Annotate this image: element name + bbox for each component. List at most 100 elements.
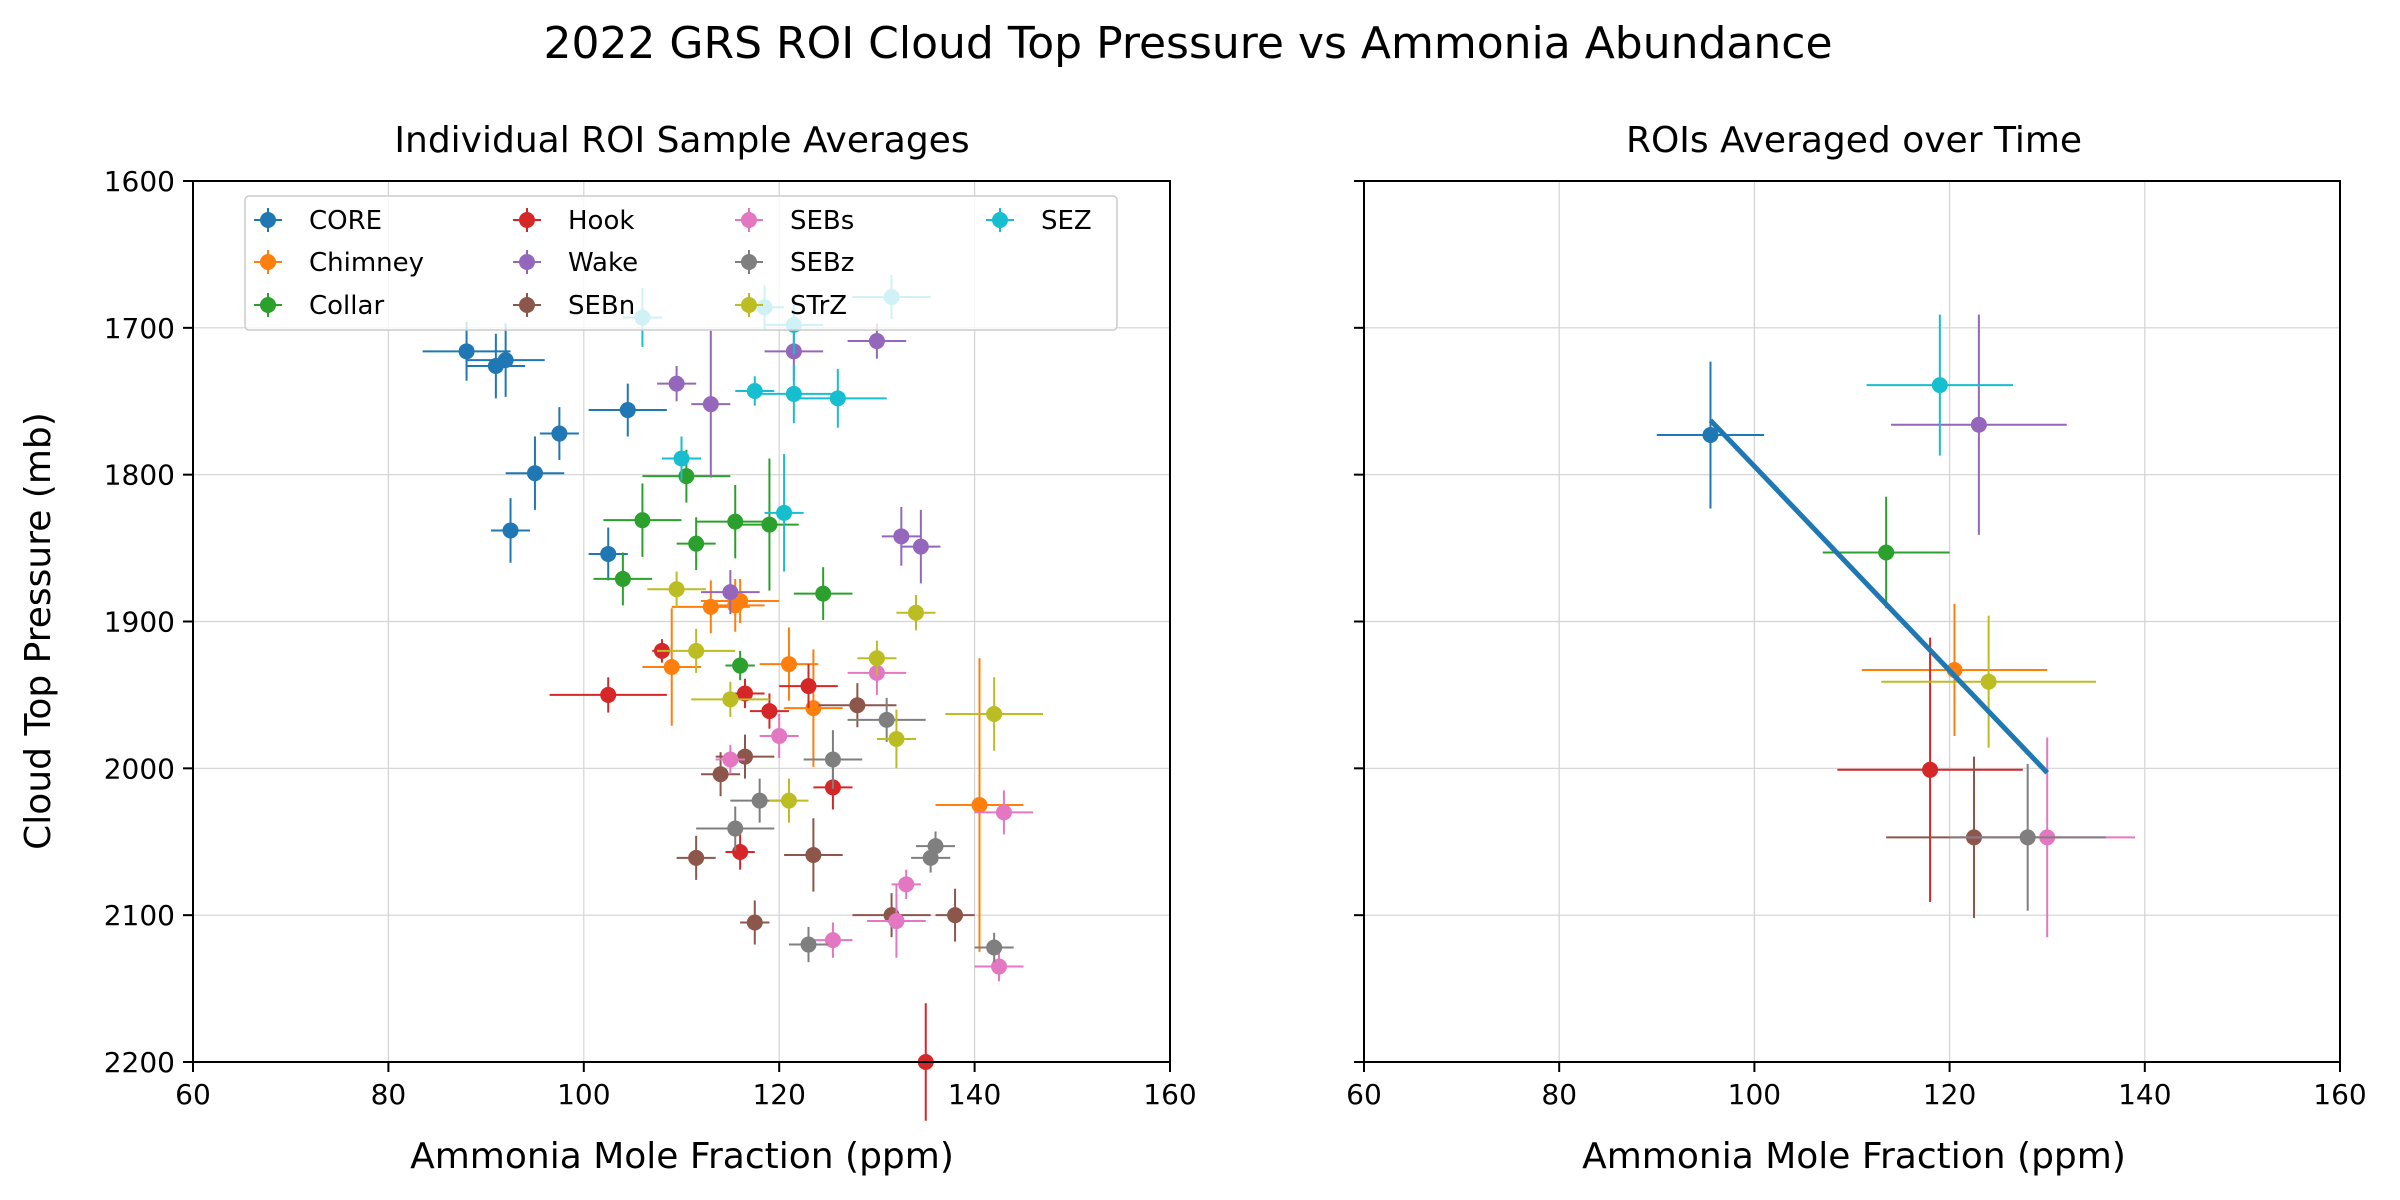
marker	[849, 697, 866, 714]
legend-item-core: CORE	[254, 206, 382, 236]
right-ticks: 60 80 100 120 140 160	[1346, 180, 2367, 1111]
marker	[805, 846, 822, 863]
right-point-wake	[1891, 314, 2067, 535]
left-point-chimney	[701, 578, 780, 623]
marker	[986, 939, 1003, 956]
left-point-chimney	[784, 649, 843, 767]
right-point-core	[1656, 361, 1765, 509]
marker	[526, 465, 543, 482]
marker	[995, 804, 1012, 821]
marker	[780, 656, 797, 673]
left-point-wake	[847, 323, 907, 359]
left-point-sebz	[911, 843, 951, 873]
legend-label: SEZ	[1041, 206, 1092, 236]
left-point-sebn	[676, 835, 716, 880]
legend-item-sebz: SEBz	[735, 248, 854, 278]
legend-label: SEBz	[790, 248, 854, 278]
left-x-tick-label: 100	[557, 1078, 610, 1111]
marker	[668, 581, 685, 598]
left-point-sebn	[784, 818, 843, 892]
legend-marker	[992, 212, 1008, 228]
marker	[1931, 377, 1948, 394]
left-point-strz	[896, 595, 936, 631]
legend-marker	[260, 297, 276, 313]
right-point-strz	[1881, 615, 2096, 748]
right-data-points	[1656, 314, 2136, 938]
legend-item-sebn: SEBn	[513, 291, 635, 321]
left-point-core	[588, 383, 667, 437]
left-x-tick-label: 80	[371, 1078, 407, 1111]
left-point-strz	[691, 681, 770, 717]
marker	[751, 792, 768, 809]
marker	[868, 650, 885, 667]
legend-item-hook: Hook	[513, 206, 634, 236]
legend	[244, 195, 1118, 331]
right-point-sez	[1866, 314, 2014, 456]
left-point-collar	[725, 650, 755, 681]
marker	[780, 792, 797, 809]
left-x-axis-label: Ammonia Mole Fraction (ppm)	[410, 1136, 954, 1177]
left-point-sebn	[935, 888, 975, 942]
legend-label: Collar	[309, 291, 384, 321]
right-panel: 60 80 100 120 140 160 ROIs Averaged over Time…	[1346, 120, 2367, 1177]
marker	[971, 797, 988, 814]
marker	[668, 375, 685, 392]
marker	[688, 535, 705, 552]
marker	[771, 728, 788, 745]
left-point-chimney	[935, 658, 1024, 952]
marker	[868, 333, 885, 350]
left-x-tick-label: 60	[175, 1078, 211, 1111]
legend-marker	[260, 212, 276, 228]
left-point-strz	[876, 709, 916, 769]
marker	[497, 352, 514, 369]
marker	[702, 598, 719, 615]
right-grid	[1363, 180, 2341, 1063]
right-x-tick-label: 100	[1728, 1078, 1781, 1111]
marker	[746, 382, 763, 399]
marker	[878, 711, 895, 728]
right-panel-title: ROIs Averaged over Time	[1626, 120, 2082, 161]
legend-marker	[741, 212, 757, 228]
legend-item-strz: STrZ	[735, 291, 847, 321]
marker	[761, 516, 778, 533]
right-x-tick-label: 140	[2118, 1078, 2171, 1111]
marker	[746, 914, 763, 931]
marker	[600, 545, 617, 562]
marker	[907, 604, 924, 621]
marker	[922, 849, 939, 866]
left-y-tick-label: 1900	[104, 606, 175, 639]
legend-item-sez: SEZ	[986, 206, 1092, 236]
marker	[732, 657, 749, 674]
marker	[2019, 829, 2036, 846]
left-point-hook	[725, 834, 755, 870]
left-point-collar	[676, 517, 716, 571]
left-point-sebs	[974, 790, 1034, 835]
left-point-sebs	[867, 884, 926, 958]
legend-item-wake: Wake	[513, 248, 638, 278]
marker	[722, 584, 739, 601]
marker	[888, 913, 905, 930]
marker	[688, 642, 705, 659]
legend-label: CORE	[309, 206, 382, 236]
left-point-sebz	[788, 926, 829, 963]
left-panel: CORE Chimney Collar Hook Wake SEBn SEBs SEBz STr…	[18, 120, 1197, 1177]
left-point-sebs	[759, 714, 799, 759]
marker	[947, 907, 964, 924]
marker	[785, 385, 802, 402]
marker	[737, 685, 754, 702]
marker	[458, 343, 475, 360]
fit-line	[1708, 418, 2050, 775]
marker	[727, 820, 744, 837]
left-point-strz	[857, 640, 897, 676]
marker	[888, 730, 905, 747]
marker	[727, 513, 744, 530]
left-x-tick-label: 120	[752, 1078, 805, 1111]
left-point-chimney	[642, 608, 702, 726]
marker	[815, 585, 832, 602]
left-ticks: 60 80 100 120 140 160 1600 1700 1800 1900 2000 2100…	[104, 165, 1197, 1111]
legend-marker	[741, 254, 757, 270]
legend-label: SEBn	[568, 291, 635, 321]
left-point-sez	[661, 436, 702, 481]
left-point-core	[466, 333, 526, 399]
marker	[722, 751, 739, 768]
